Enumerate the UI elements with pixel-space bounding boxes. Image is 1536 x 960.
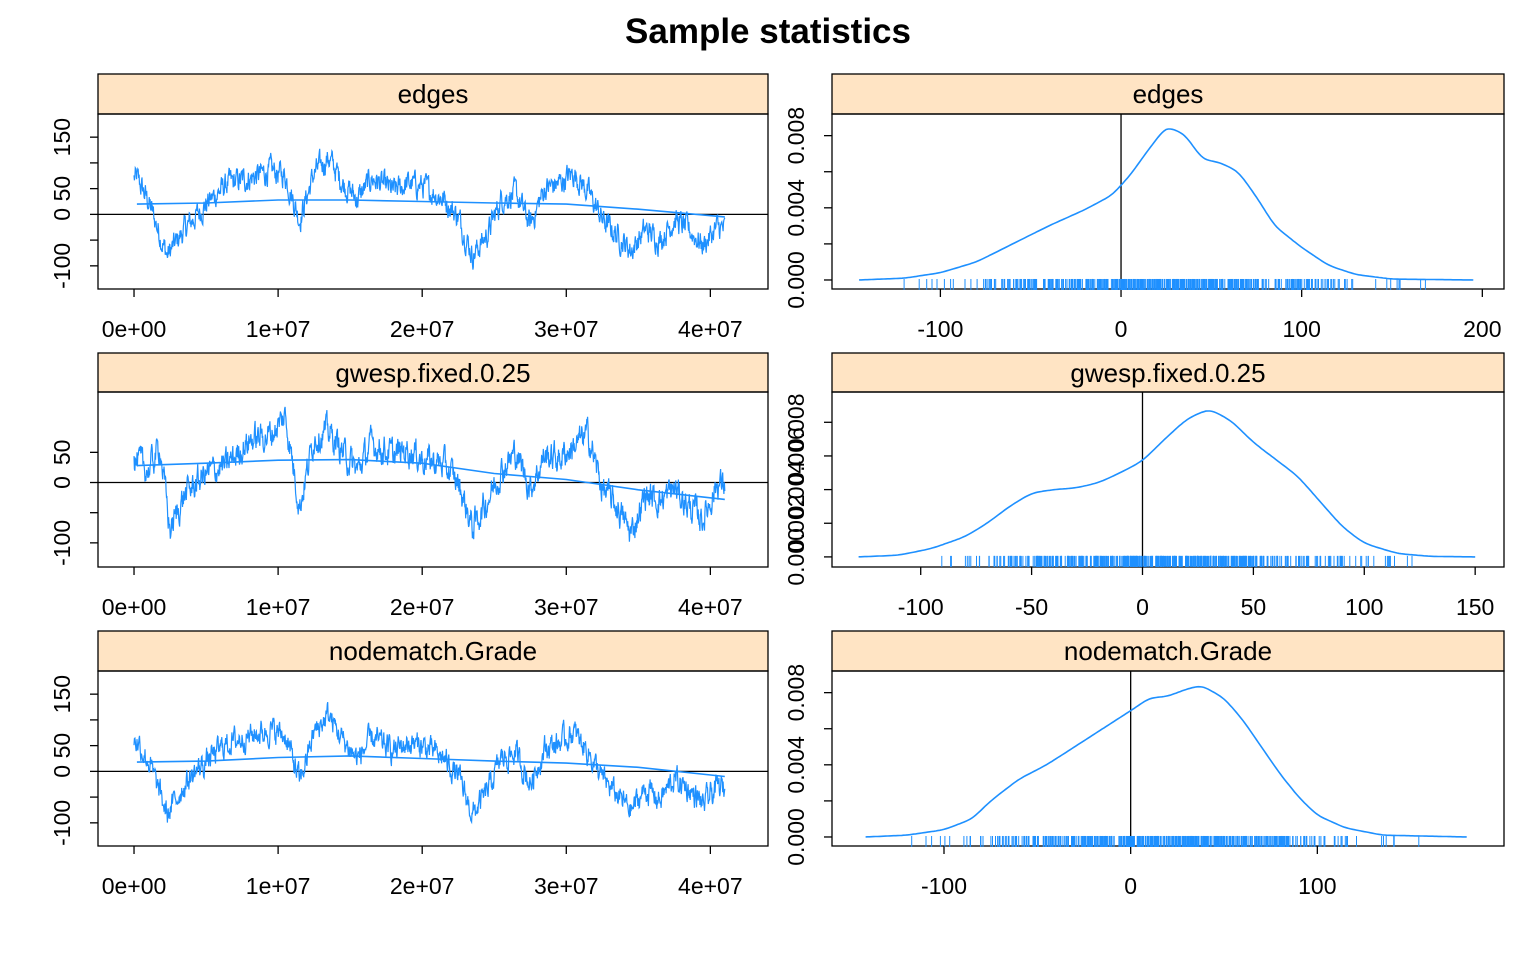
plot-frame bbox=[831, 670, 1505, 847]
x-tick-label: 100 bbox=[1345, 594, 1383, 620]
smooth-line bbox=[136, 458, 725, 501]
x-tick-label: 0 bbox=[1124, 873, 1137, 899]
strip-background bbox=[97, 73, 769, 115]
y-tick-label: 150 bbox=[49, 118, 75, 156]
x-tick-label: 0e+00 bbox=[102, 316, 167, 342]
trace-line bbox=[133, 148, 726, 270]
strip-background bbox=[97, 352, 769, 393]
plot-frame bbox=[831, 391, 1505, 568]
panel-density-gwesp-fixed-0-25: gwesp.fixed.0.25-100 -50 0 50 100 1500.0000.0… bbox=[783, 352, 1505, 620]
strip-label: nodematch.Grade bbox=[329, 636, 537, 666]
y-tick-label: 50 bbox=[49, 733, 75, 759]
y-tick-label: 0.000 bbox=[783, 528, 809, 586]
trace-line bbox=[133, 406, 726, 542]
y-tick-label: 0.000 bbox=[783, 808, 809, 866]
panel-trace-gwesp-fixed-0-25: gwesp.fixed.0.25 0e+00 1e+07 2e+07 3e+07 4e+0… bbox=[49, 352, 769, 620]
panels: edges 0e+00 1e+07 2e+07 3e+07 4e+07 -100 0 50 150… bbox=[49, 73, 1505, 899]
y-tick-label: -100 bbox=[49, 243, 75, 289]
plot-frame bbox=[831, 113, 1505, 290]
density-curve bbox=[858, 410, 1476, 558]
x-tick-label: 2e+07 bbox=[390, 594, 455, 620]
y-tick-label: 0.006 bbox=[783, 427, 809, 485]
figure-title: Sample statistics bbox=[625, 12, 911, 51]
rug bbox=[911, 835, 1420, 847]
rug bbox=[941, 555, 1413, 567]
plot-frame bbox=[97, 391, 769, 568]
y-tick-label: 0 bbox=[49, 765, 75, 778]
x-tick-label: -100 bbox=[921, 873, 967, 899]
x-tick-label: 200 bbox=[1463, 316, 1501, 342]
plot-frame bbox=[97, 670, 769, 847]
x-tick-label: 0e+00 bbox=[102, 594, 167, 620]
y-tick-label: 0.004 bbox=[783, 179, 809, 237]
y-tick-label: -100 bbox=[49, 800, 75, 846]
panel-trace-edges: edges 0e+00 1e+07 2e+07 3e+07 4e+07 -100 0 50 150 bbox=[49, 73, 769, 342]
x-tick-label: 3e+07 bbox=[534, 873, 599, 899]
y-tick-label: 0.004 bbox=[783, 736, 809, 794]
x-tick-label: 50 bbox=[1241, 594, 1267, 620]
x-tick-label: 4e+07 bbox=[678, 594, 743, 620]
x-tick-label: 4e+07 bbox=[678, 873, 743, 899]
density-curve bbox=[865, 685, 1467, 838]
strip-label: nodematch.Grade bbox=[1064, 636, 1272, 666]
strip-label: gwesp.fixed.0.25 bbox=[335, 358, 530, 388]
x-tick-label: 100 bbox=[1298, 873, 1336, 899]
x-tick-label: 2e+07 bbox=[390, 316, 455, 342]
x-tick-label: 1e+07 bbox=[246, 316, 311, 342]
trace-line bbox=[133, 701, 726, 825]
strip-background bbox=[831, 73, 1505, 115]
x-tick-label: 4e+07 bbox=[678, 316, 743, 342]
x-tick-label: 150 bbox=[1456, 594, 1494, 620]
y-tick-label: 0.008 bbox=[783, 107, 809, 165]
x-tick-label: 1e+07 bbox=[246, 873, 311, 899]
strip-background bbox=[97, 630, 769, 672]
strip-label: edges bbox=[398, 79, 469, 109]
x-tick-label: 0 bbox=[1115, 316, 1128, 342]
smooth-line bbox=[136, 755, 725, 778]
x-tick-label: 0 bbox=[1136, 594, 1149, 620]
x-tick-label: -100 bbox=[898, 594, 944, 620]
y-tick-label: 50 bbox=[49, 440, 75, 466]
y-tick-label: 0.002 bbox=[783, 494, 809, 552]
x-tick-label: 3e+07 bbox=[534, 316, 599, 342]
y-tick-label: 0 bbox=[49, 476, 75, 489]
panel-trace-nodematch-Grade: nodematch.Grade 0e+00 1e+07 2e+07 3e+07 4e+07… bbox=[49, 630, 769, 899]
x-tick-label: -50 bbox=[1015, 594, 1048, 620]
y-tick-label: 0 bbox=[49, 208, 75, 221]
x-tick-label: 2e+07 bbox=[390, 873, 455, 899]
x-tick-label: 0e+00 bbox=[102, 873, 167, 899]
y-tick-label: 0.008 bbox=[783, 664, 809, 722]
y-tick-label: -100 bbox=[49, 520, 75, 566]
y-tick-label: 150 bbox=[49, 675, 75, 713]
y-tick-label: 0.000 bbox=[783, 251, 809, 309]
panel-density-nodematch-Grade: nodematch.Grade -100 0 100 0.000 0.004 0.008 bbox=[783, 630, 1505, 899]
rug bbox=[903, 278, 1426, 290]
x-tick-label: 1e+07 bbox=[246, 594, 311, 620]
x-tick-label: 100 bbox=[1282, 316, 1320, 342]
panel-density-edges: edges -100 0 100 200 0.000 0.004 0.008 bbox=[783, 73, 1505, 342]
plot-frame bbox=[97, 113, 769, 290]
y-tick-label: 0.008 bbox=[783, 394, 809, 452]
x-tick-label: 3e+07 bbox=[534, 594, 599, 620]
smooth-line bbox=[136, 199, 725, 218]
y-tick-label: 50 bbox=[49, 176, 75, 202]
x-tick-label: -100 bbox=[917, 316, 963, 342]
y-tick-label: 0.004 bbox=[783, 461, 809, 519]
strip-label: edges bbox=[1133, 79, 1204, 109]
strip-label: gwesp.fixed.0.25 bbox=[1070, 358, 1265, 388]
density-curve bbox=[859, 128, 1474, 281]
strip-background bbox=[831, 352, 1505, 393]
